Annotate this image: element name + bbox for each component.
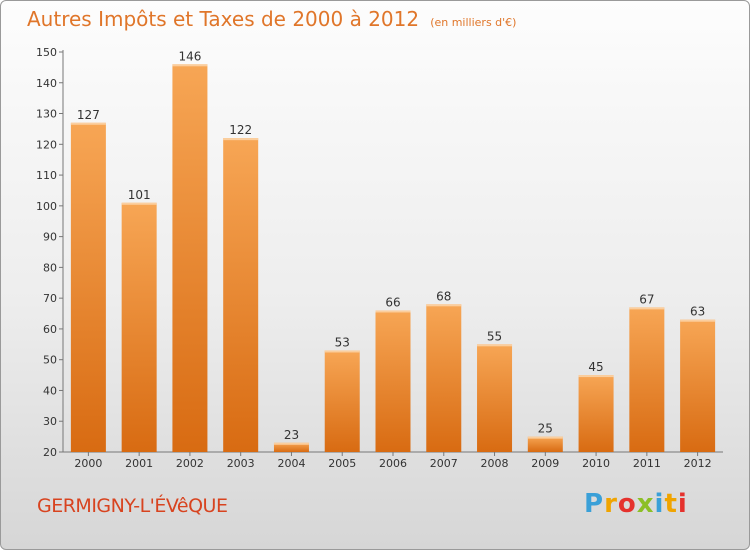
data-label: 101	[128, 188, 151, 202]
bar-highlight	[324, 350, 360, 353]
y-tick-label: 100	[36, 200, 57, 213]
y-tick-label: 90	[43, 231, 57, 244]
data-label: 23	[284, 428, 299, 442]
bar-highlight	[223, 138, 259, 141]
title-row: Autres Impôts et Taxes de 2000 à 2012 (e…	[27, 7, 516, 31]
bar-highlight	[578, 375, 614, 378]
x-tick-label: 2010	[582, 457, 610, 470]
x-tick-label: 2003	[227, 457, 255, 470]
data-label: 122	[229, 123, 252, 137]
data-label: 63	[690, 305, 705, 319]
y-tick-label: 60	[43, 323, 57, 336]
place-name: GERMIGNY-L'ÉVêQUE	[37, 495, 228, 517]
bar	[680, 319, 716, 452]
brand-letter: o	[617, 489, 637, 519]
data-label: 127	[77, 108, 100, 122]
y-tick-label: 130	[36, 108, 57, 121]
data-label: 53	[335, 335, 350, 349]
bar	[527, 436, 563, 452]
data-label: 67	[639, 292, 654, 306]
x-tick-label: 2002	[176, 457, 204, 470]
x-tick-label: 2012	[684, 457, 712, 470]
bar	[172, 64, 208, 453]
brand-letter: i	[654, 489, 665, 519]
bar-highlight	[477, 344, 513, 347]
bar	[578, 375, 614, 452]
data-label: 146	[178, 49, 201, 63]
bar	[375, 310, 411, 452]
bar-highlight	[680, 319, 716, 322]
y-tick-label: 120	[36, 138, 57, 151]
bars	[70, 64, 716, 453]
y-tick-label: 50	[43, 354, 57, 367]
data-label: 45	[588, 360, 603, 374]
y-tick-label: 70	[43, 292, 57, 305]
x-tick-label: 2000	[74, 457, 102, 470]
x-tick-label: 2006	[379, 457, 407, 470]
bar-highlight	[426, 304, 462, 307]
data-label: 66	[385, 295, 400, 309]
data-label: 68	[436, 289, 451, 303]
y-tick-label: 110	[36, 169, 57, 182]
brand-letter: i	[677, 489, 688, 519]
bar	[477, 344, 513, 452]
bar-highlight	[375, 310, 411, 313]
bar-highlight	[527, 436, 563, 439]
bar	[121, 202, 157, 452]
bar-highlight	[70, 122, 106, 125]
y-tick-label: 40	[43, 384, 57, 397]
bar	[70, 122, 106, 453]
bar-highlight	[121, 202, 157, 205]
x-tick-label: 2007	[430, 457, 458, 470]
x-tick-label: 2001	[125, 457, 153, 470]
x-tick-label: 2004	[277, 457, 305, 470]
bar	[629, 307, 665, 452]
chart-unit: (en milliers d'€)	[430, 16, 517, 29]
x-tick-label: 2008	[481, 457, 509, 470]
x-tick-label: 2009	[531, 457, 559, 470]
bar-highlight	[273, 442, 309, 445]
chart-title: Autres Impôts et Taxes de 2000 à 2012	[27, 7, 420, 31]
y-tick-label: 20	[43, 446, 57, 459]
brand-letter: t	[664, 489, 678, 519]
bar	[273, 442, 309, 452]
bar-highlight	[629, 307, 665, 310]
x-tick-label: 2011	[633, 457, 661, 470]
brand-logo: Proxiti	[584, 489, 688, 519]
bar-highlight	[172, 64, 208, 67]
x-tick-label: 2005	[328, 457, 356, 470]
data-labels: 127 101 146 122 23 53 66 68 55 25 45 67 63	[77, 49, 705, 441]
axes: 20 30 40 50 60 70 80 90 100 110 120 130 140 150 2000 20…	[36, 46, 723, 470]
brand-letter: P	[584, 489, 605, 519]
y-tick-label: 80	[43, 261, 57, 274]
bar	[324, 350, 360, 452]
y-tick-label: 30	[43, 415, 57, 428]
brand-letter: r	[604, 489, 618, 519]
bar	[426, 304, 462, 452]
brand-letter: x	[636, 489, 655, 519]
y-tick-label: 150	[36, 46, 57, 59]
data-label: 55	[487, 329, 502, 343]
data-label: 25	[538, 422, 553, 436]
y-tick-label: 140	[36, 77, 57, 90]
bar	[223, 138, 259, 452]
